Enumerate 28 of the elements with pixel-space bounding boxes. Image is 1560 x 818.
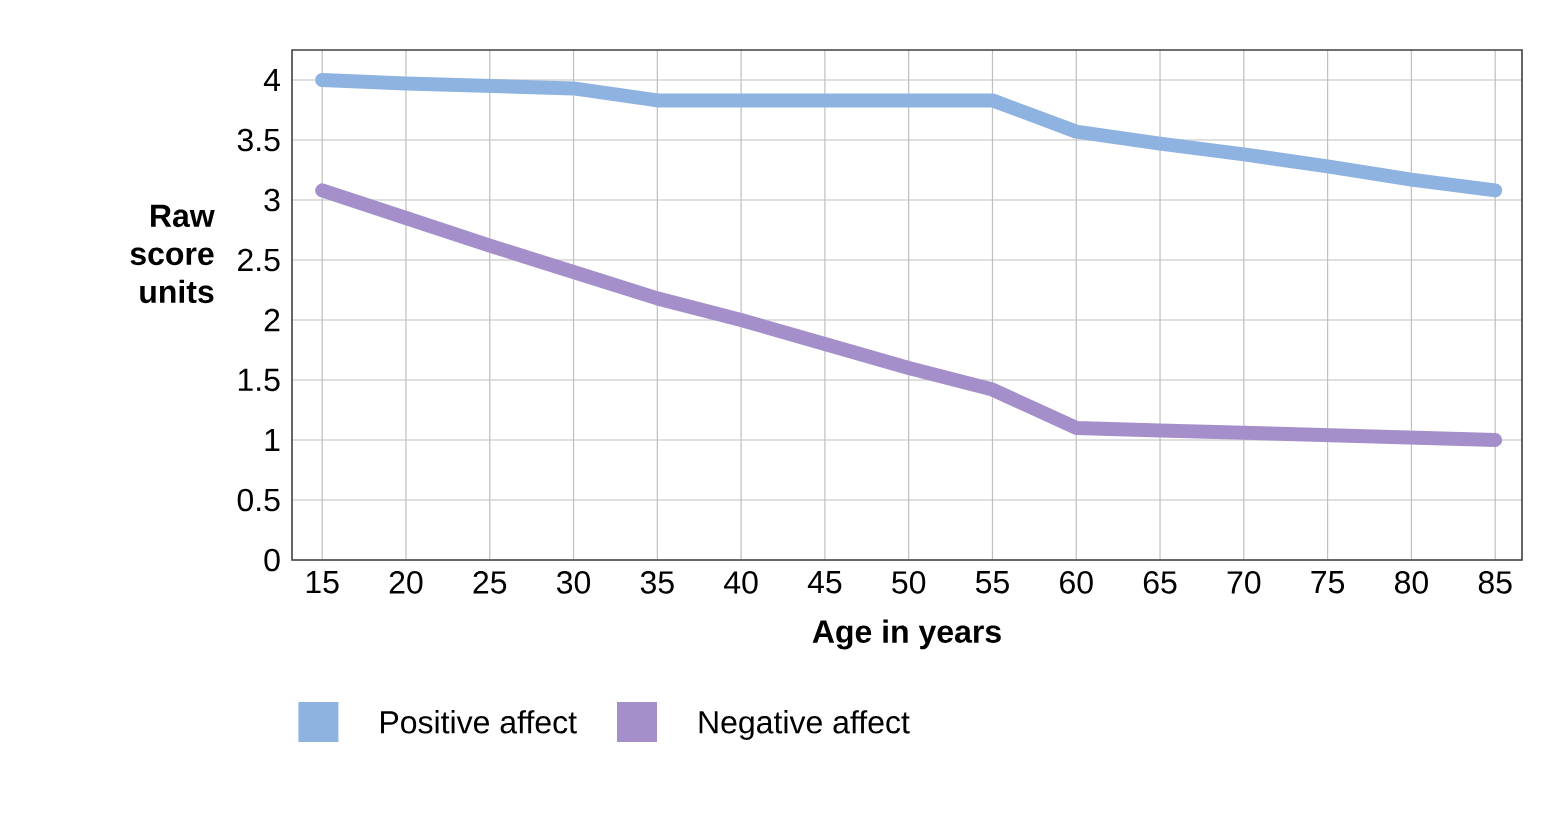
x-tick-label: 35 bbox=[640, 571, 674, 594]
x-tick-label: 75 bbox=[1311, 571, 1345, 594]
x-tick-label: 15 bbox=[306, 571, 339, 594]
y-tick-label: 0.5 bbox=[237, 488, 280, 512]
x-tick-label: 25 bbox=[473, 571, 507, 594]
y-tick-label: 4 bbox=[263, 68, 280, 91]
x-axis-title: Age in years bbox=[812, 619, 1001, 650]
y-tick-label: 1.5 bbox=[238, 368, 280, 392]
x-tick-label: 70 bbox=[1227, 571, 1261, 594]
x-tick-label: 40 bbox=[724, 571, 758, 594]
x-tick-label: 65 bbox=[1143, 571, 1177, 594]
legend-label: Positive affect bbox=[381, 710, 577, 734]
y-tick-label: 2.5 bbox=[238, 248, 280, 272]
x-tick-label: 55 bbox=[975, 571, 1009, 594]
y-axis-title: Raw score units bbox=[130, 204, 215, 304]
x-tick-label: 45 bbox=[807, 571, 842, 594]
y-tick-label: 0 bbox=[264, 548, 280, 572]
y-tick-label: 1 bbox=[265, 428, 280, 451]
x-tick-label: 80 bbox=[1394, 571, 1428, 594]
x-tick-label: 20 bbox=[389, 571, 423, 594]
y-tick-label: 3 bbox=[264, 188, 280, 212]
x-tick-label: 85 bbox=[1478, 571, 1512, 594]
y-tick-label: 3.5 bbox=[237, 128, 280, 152]
x-tick-label: 50 bbox=[892, 571, 926, 594]
legend-label: Negative affect bbox=[699, 710, 910, 740]
x-tick-label: 60 bbox=[1060, 571, 1093, 594]
y-tick-label: 2 bbox=[264, 308, 280, 332]
x-tick-label: 30 bbox=[556, 571, 591, 594]
